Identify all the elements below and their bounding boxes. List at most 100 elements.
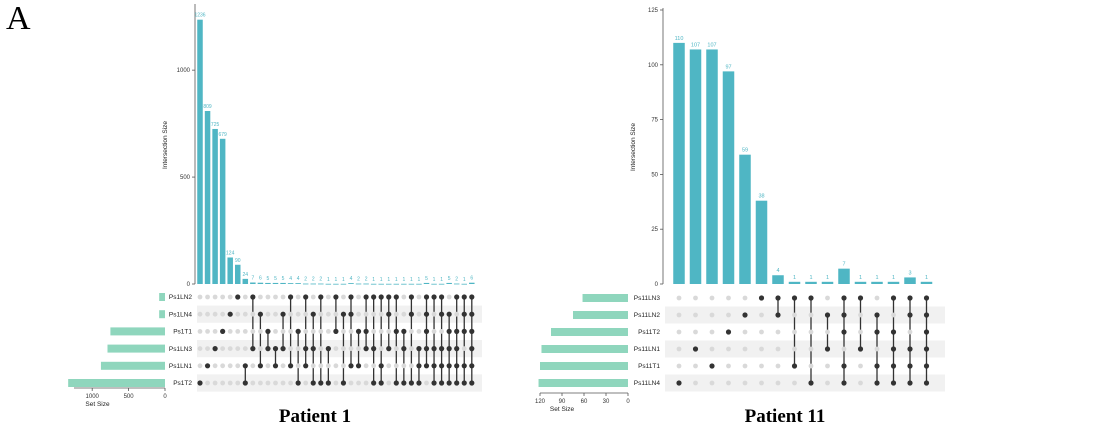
matrix-dot-active bbox=[423, 363, 430, 369]
set-label: Ps11LN2 bbox=[634, 312, 661, 319]
matrix-dot-inactive bbox=[775, 346, 781, 352]
intersection-bar bbox=[310, 283, 316, 285]
matrix-dot-inactive bbox=[258, 380, 263, 386]
matrix-dot-inactive bbox=[874, 295, 880, 301]
matrix-dot-active bbox=[446, 363, 452, 369]
matrix-row-band bbox=[665, 340, 945, 358]
matrix-dot-inactive bbox=[825, 329, 830, 335]
matrix-dot-active bbox=[212, 346, 218, 352]
matrix-dot-active bbox=[454, 294, 460, 300]
matrix-dot-inactive bbox=[205, 346, 210, 351]
matrix-dot-inactive bbox=[393, 346, 399, 351]
matrix-dot-inactive bbox=[742, 329, 748, 335]
set-size-axis-label: Set Size bbox=[85, 401, 110, 408]
matrix-dot-active bbox=[461, 363, 467, 369]
matrix-dot-active bbox=[907, 380, 913, 386]
matrix-dot-inactive bbox=[693, 312, 698, 318]
set-size-tick-label: 30 bbox=[603, 399, 610, 405]
intersection-bar-label: 1 bbox=[463, 277, 466, 283]
matrix-dot-inactive bbox=[775, 363, 781, 369]
y-tick-label: 25 bbox=[651, 227, 658, 233]
matrix-dot-inactive bbox=[250, 363, 256, 369]
matrix-dot-active bbox=[446, 328, 452, 334]
matrix-dot-inactive bbox=[227, 380, 233, 386]
matrix-dot-inactive bbox=[759, 329, 764, 335]
matrix-dot-inactive bbox=[235, 380, 241, 386]
intersection-bar-label: 809 bbox=[203, 104, 212, 110]
intersection-bar bbox=[333, 283, 339, 285]
matrix-dot-inactive bbox=[825, 380, 830, 386]
matrix-dot-active bbox=[874, 329, 880, 335]
intersection-bar bbox=[378, 283, 384, 285]
matrix-dot-inactive bbox=[386, 380, 392, 386]
matrix-dot-inactive bbox=[363, 363, 369, 369]
intersection-bar-label: 1 bbox=[380, 277, 383, 283]
matrix-dot-active bbox=[890, 329, 897, 335]
intersection-bar-label: 107 bbox=[691, 42, 700, 48]
matrix-dot-inactive bbox=[280, 329, 286, 334]
matrix-dot-inactive bbox=[363, 311, 369, 317]
matrix-dot-active bbox=[808, 295, 814, 301]
matrix-dot-inactive bbox=[197, 363, 203, 369]
matrix-dot-inactive bbox=[726, 363, 731, 369]
matrix-dot-active bbox=[874, 312, 880, 318]
matrix-dot-inactive bbox=[197, 294, 203, 300]
matrix-dot-inactive bbox=[386, 329, 392, 334]
matrix-dot-inactive bbox=[341, 329, 346, 334]
matrix-dot-active bbox=[469, 363, 475, 369]
matrix-dot-active bbox=[423, 294, 430, 300]
intersection-bar bbox=[287, 283, 294, 284]
matrix-dot-inactive bbox=[676, 363, 682, 369]
intersection-bar-label: 5 bbox=[448, 276, 451, 282]
matrix-dot-active bbox=[439, 363, 445, 369]
y-axis-label: Intersection Size bbox=[630, 123, 637, 171]
chart-title-patient-1: Patient 1 bbox=[278, 406, 352, 427]
matrix-dot-active bbox=[408, 380, 414, 386]
matrix-dot-inactive bbox=[288, 329, 293, 334]
matrix-dot-inactive bbox=[250, 380, 256, 386]
matrix-dot-inactive bbox=[825, 295, 830, 301]
matrix-dot-inactive bbox=[676, 329, 682, 335]
intersection-bar bbox=[325, 283, 332, 285]
intersection-bar bbox=[250, 282, 256, 284]
intersection-bar-label: 1 bbox=[809, 275, 812, 281]
intersection-bar-label: 4 bbox=[776, 268, 779, 274]
intersection-bar bbox=[673, 42, 685, 284]
set-size-bar bbox=[110, 327, 165, 336]
set-size-bar bbox=[538, 379, 628, 387]
matrix-dot-inactive bbox=[416, 311, 422, 317]
matrix-dot-inactive bbox=[280, 363, 286, 369]
matrix-dot-inactive bbox=[693, 363, 698, 369]
matrix-dot-active bbox=[318, 294, 324, 300]
matrix-dot-active bbox=[378, 363, 384, 369]
matrix-dot-active bbox=[257, 363, 263, 369]
set-size-bar bbox=[551, 328, 628, 336]
intersection-bar bbox=[739, 154, 751, 284]
intersection-bar bbox=[355, 283, 362, 285]
intersection-bar bbox=[689, 49, 702, 285]
intersection-bar-label: 38 bbox=[758, 194, 764, 200]
matrix-dot-inactive bbox=[325, 294, 331, 300]
set-label: Ps11LN1 bbox=[634, 346, 661, 353]
matrix-dot-inactive bbox=[424, 380, 429, 386]
set-label: Ps1T2 bbox=[173, 380, 192, 387]
matrix-dot-inactive bbox=[742, 380, 748, 386]
matrix-dot-active bbox=[363, 294, 369, 300]
matrix-dot-active bbox=[791, 295, 798, 301]
matrix-dot-inactive bbox=[348, 346, 354, 351]
matrix-dot-active bbox=[348, 294, 354, 300]
intersection-bar bbox=[904, 277, 916, 284]
matrix-dot-active bbox=[355, 328, 362, 334]
y-tick-label: 0 bbox=[655, 282, 659, 288]
matrix-dot-active bbox=[907, 346, 913, 352]
matrix-dot-inactive bbox=[212, 363, 218, 369]
matrix-dot-inactive bbox=[775, 380, 781, 386]
y-tick-label: 1000 bbox=[177, 68, 191, 74]
matrix-dot-active bbox=[288, 294, 294, 300]
matrix-dot-active bbox=[363, 346, 369, 352]
matrix-dot-inactive bbox=[693, 380, 698, 386]
matrix-dot-active bbox=[393, 294, 399, 300]
matrix-dot-active bbox=[791, 363, 798, 369]
y-tick-label: 500 bbox=[180, 175, 191, 181]
